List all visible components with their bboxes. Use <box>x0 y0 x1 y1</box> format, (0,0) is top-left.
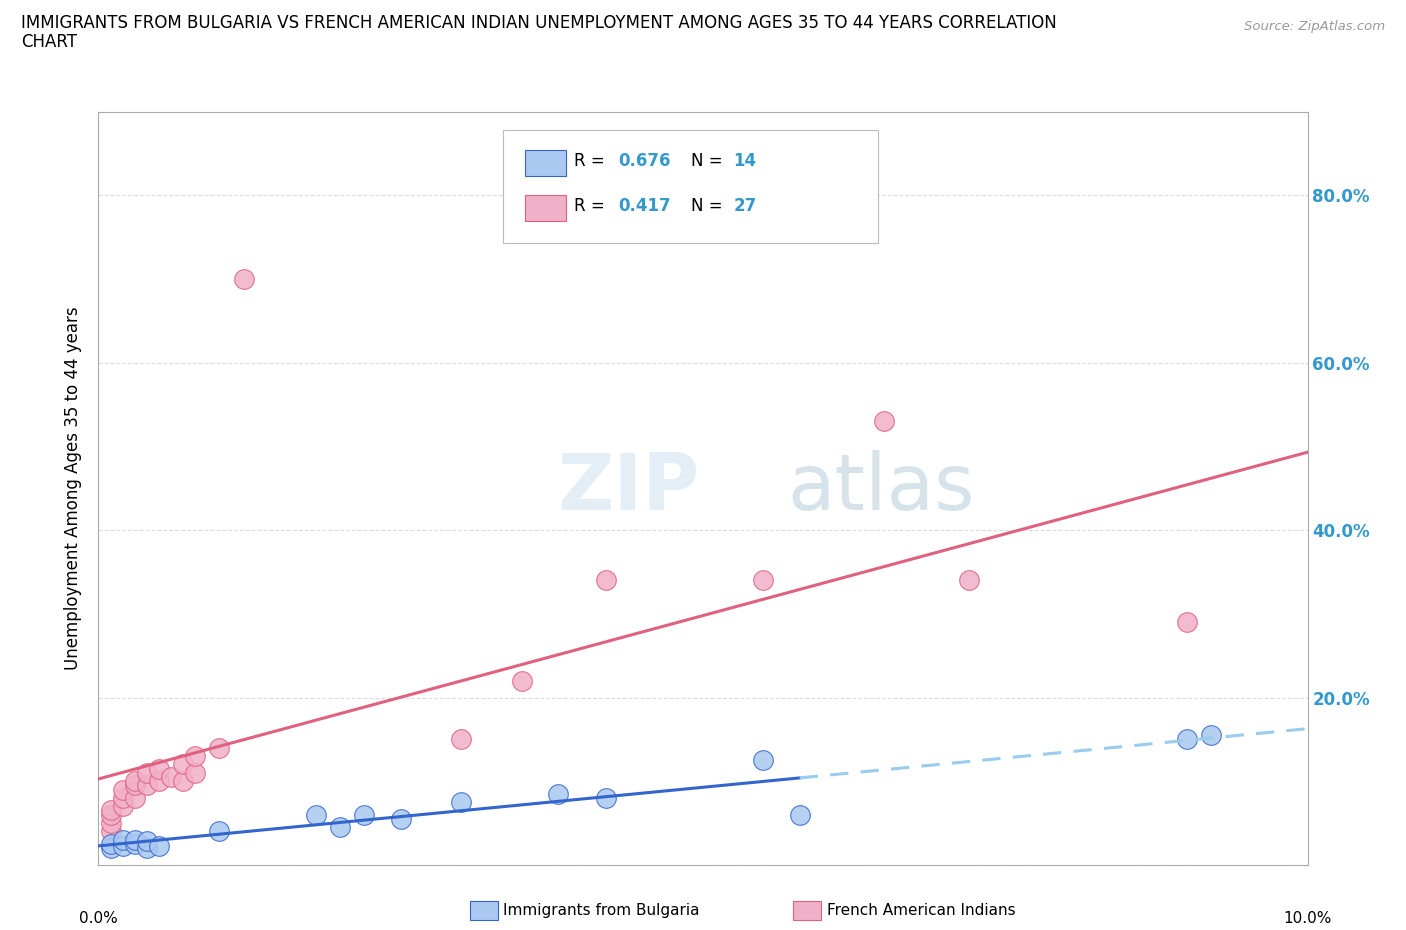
Point <box>752 573 775 588</box>
Point <box>111 799 134 814</box>
Text: 10.0%: 10.0% <box>1284 911 1331 926</box>
Point <box>100 816 122 830</box>
Point <box>547 787 569 802</box>
FancyBboxPatch shape <box>526 195 567 220</box>
Text: ZIP: ZIP <box>558 450 700 526</box>
Point <box>184 765 207 780</box>
Point <box>389 811 412 827</box>
Text: 0.676: 0.676 <box>619 152 671 169</box>
Text: 0.417: 0.417 <box>619 197 671 215</box>
Point <box>160 770 183 785</box>
Text: IMMIGRANTS FROM BULGARIA VS FRENCH AMERICAN INDIAN UNEMPLOYMENT AMONG AGES 35 TO: IMMIGRANTS FROM BULGARIA VS FRENCH AMERI… <box>21 14 1057 32</box>
Point <box>1175 615 1198 630</box>
Point <box>135 765 157 780</box>
Point <box>148 761 170 776</box>
Text: 14: 14 <box>734 152 756 169</box>
Point <box>208 740 231 755</box>
Point <box>135 777 157 792</box>
Point <box>873 414 896 429</box>
Point <box>305 807 328 822</box>
Point <box>184 749 207 764</box>
Point <box>148 839 170 854</box>
Text: atlas: atlas <box>787 450 976 526</box>
Point <box>595 573 617 588</box>
Y-axis label: Unemployment Among Ages 35 to 44 years: Unemployment Among Ages 35 to 44 years <box>65 307 83 670</box>
Point <box>135 841 157 856</box>
Point <box>124 774 146 789</box>
Point <box>100 807 122 822</box>
Point <box>510 673 533 688</box>
Text: Source: ZipAtlas.com: Source: ZipAtlas.com <box>1244 20 1385 33</box>
Text: 0.0%: 0.0% <box>79 911 118 926</box>
Point <box>450 732 472 747</box>
Point <box>100 804 122 818</box>
Point <box>1175 732 1198 747</box>
Point <box>100 841 122 856</box>
Point <box>124 837 146 852</box>
Point <box>957 573 980 588</box>
FancyBboxPatch shape <box>503 130 879 244</box>
Point <box>100 824 122 839</box>
Point <box>111 790 134 805</box>
Text: N =: N = <box>690 152 728 169</box>
Point <box>111 839 134 854</box>
Point <box>353 807 375 822</box>
FancyBboxPatch shape <box>526 150 567 176</box>
Point <box>124 832 146 847</box>
Point <box>111 782 134 797</box>
Point <box>450 794 472 809</box>
Point <box>148 774 170 789</box>
Point <box>135 834 157 849</box>
Text: N =: N = <box>690 197 728 215</box>
Point <box>208 824 231 839</box>
Point <box>100 837 122 852</box>
Point <box>329 820 352 835</box>
Point <box>789 807 811 822</box>
Text: Immigrants from Bulgaria: Immigrants from Bulgaria <box>503 903 700 918</box>
Point <box>1199 727 1222 742</box>
Point <box>172 774 194 789</box>
Point <box>232 272 254 286</box>
Point <box>595 790 617 805</box>
Text: R =: R = <box>574 152 610 169</box>
Text: French American Indians: French American Indians <box>827 903 1015 918</box>
Point <box>124 790 146 805</box>
Point <box>752 753 775 768</box>
Point <box>172 757 194 772</box>
Point <box>111 832 134 847</box>
Point <box>124 777 146 792</box>
Text: 27: 27 <box>734 197 756 215</box>
Text: R =: R = <box>574 197 610 215</box>
Text: CHART: CHART <box>21 33 77 50</box>
